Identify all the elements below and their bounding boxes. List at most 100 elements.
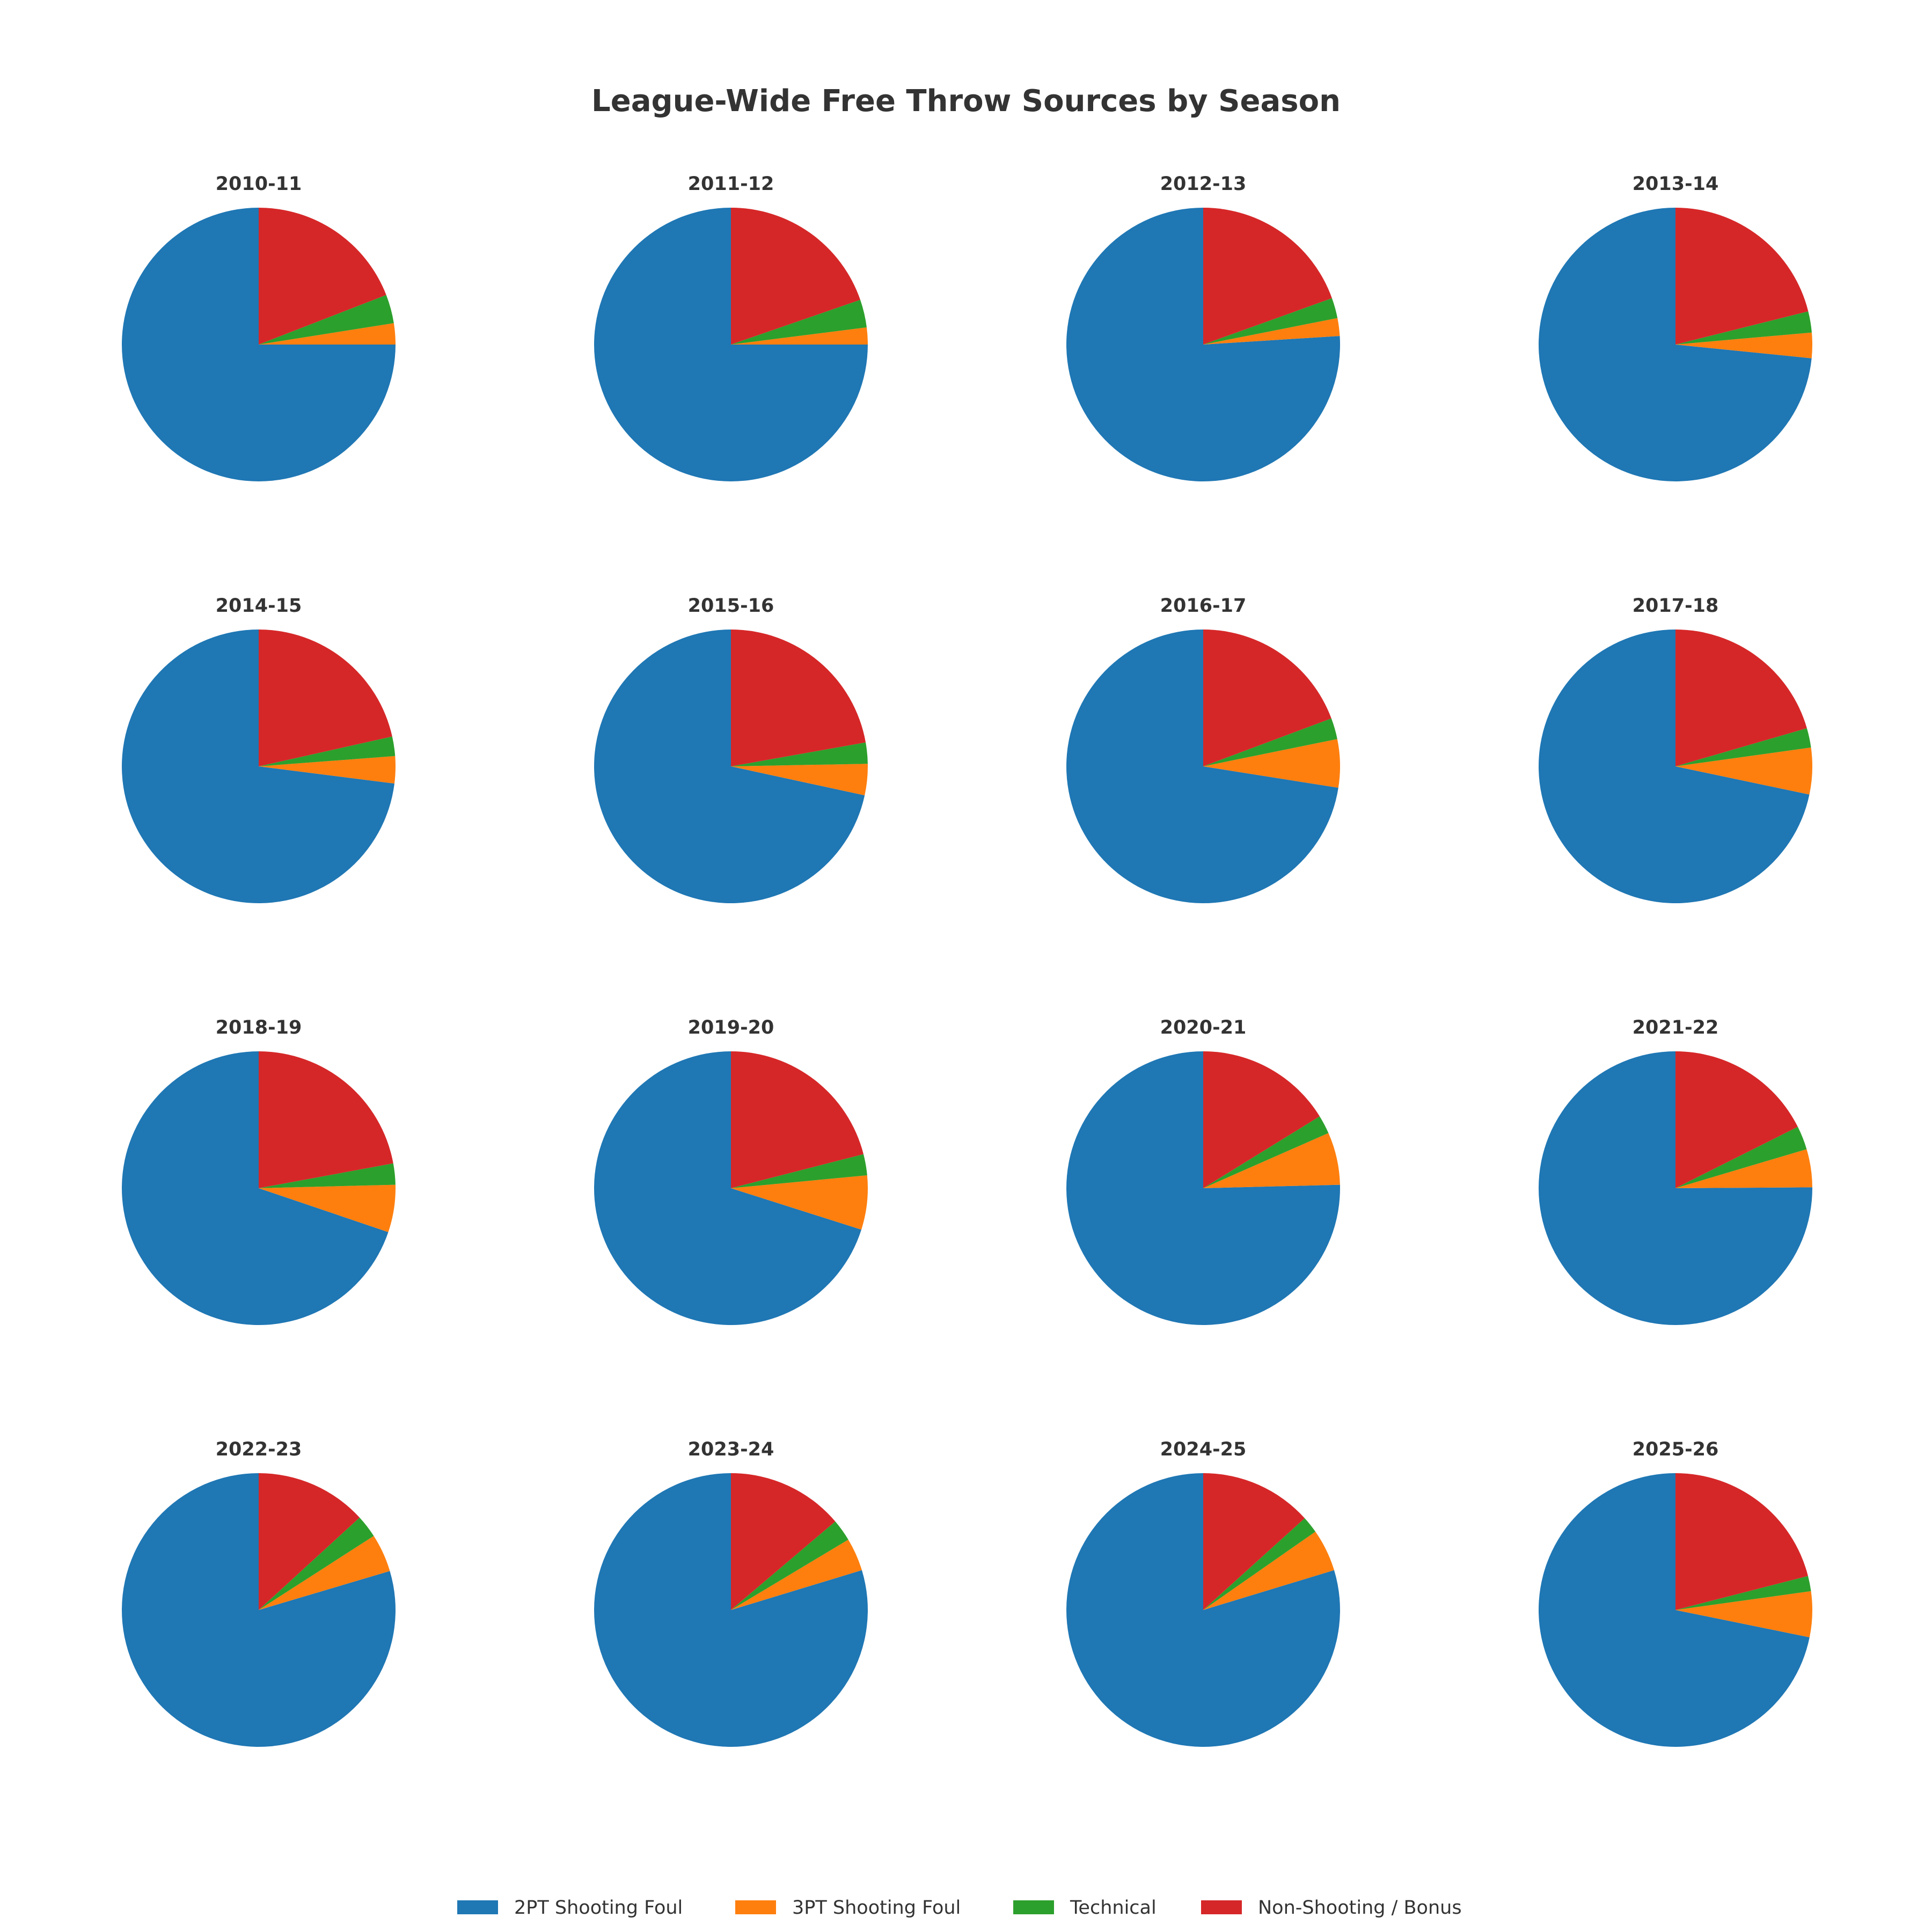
- pie-title: 2016-17: [1160, 595, 1247, 617]
- pie-2013-14: 2013-14: [1539, 173, 1813, 481]
- slice-2pt-shooting-foul: [1066, 630, 1338, 904]
- legend-item-3pt-shooting-foul: 3PT Shooting Foul: [735, 1897, 961, 1919]
- slice-technical: [1675, 1126, 1807, 1188]
- slice-technical: [731, 299, 867, 345]
- slice-3pt-shooting-foul: [1675, 332, 1813, 358]
- slice-technical: [259, 295, 394, 345]
- slice-technical: [1675, 728, 1811, 766]
- slice-non-shooting-bonus: [1203, 630, 1331, 766]
- pie-title: 2020-21: [1160, 1017, 1247, 1038]
- slice-3pt-shooting-foul: [1203, 1133, 1340, 1188]
- legend-label: Non-Shooting / Bonus: [1258, 1897, 1462, 1919]
- slice-non-shooting-bonus: [731, 208, 860, 345]
- pie-2021-22: 2021-22: [1538, 1017, 1812, 1326]
- slice-3pt-shooting-foul: [259, 1536, 390, 1610]
- slice-technical: [731, 742, 868, 766]
- pie-title: 2013-14: [1633, 173, 1719, 195]
- pie-title: 2022-23: [216, 1439, 302, 1460]
- pie-grid: 2010-11 2011-12 2012-13 2013-14 2014-15 2015-…: [121, 173, 1813, 1747]
- slice-technical: [1203, 1518, 1316, 1610]
- slice-3pt-shooting-foul: [1203, 318, 1340, 345]
- legend-item-2pt-shooting-foul: 2PT Shooting Foul: [457, 1897, 683, 1919]
- slice-non-shooting-bonus: [731, 1473, 836, 1610]
- slice-non-shooting-bonus: [1675, 630, 1807, 766]
- pie-title: 2025-26: [1633, 1439, 1719, 1460]
- slice-non-shooting-bonus: [731, 630, 866, 766]
- legend: 2PT Shooting Foul 3PT Shooting Foul Techni…: [457, 1897, 1462, 1919]
- pie-title: 2023-24: [688, 1439, 774, 1460]
- slice-3pt-shooting-foul: [1203, 1532, 1334, 1610]
- slice-3pt-shooting-foul: [1675, 1149, 1812, 1188]
- slice-technical: [1203, 718, 1337, 766]
- slice-2pt-shooting-foul: [1539, 630, 1810, 903]
- pie-title: 2021-22: [1633, 1017, 1719, 1038]
- pie-title: 2011-12: [688, 173, 774, 195]
- slice-3pt-shooting-foul: [731, 764, 868, 796]
- chart-title: League-Wide Free Throw Sources by Season: [591, 84, 1341, 119]
- pie-2025-26: 2025-26: [1539, 1439, 1812, 1747]
- slice-3pt-shooting-foul: [259, 756, 396, 784]
- slice-3pt-shooting-foul: [259, 1184, 396, 1232]
- slice-non-shooting-bonus: [259, 1051, 393, 1188]
- pie-2012-13: 2012-13: [1066, 173, 1340, 481]
- pie-title: 2012-13: [1160, 173, 1247, 195]
- pie-title: 2024-25: [1160, 1439, 1247, 1460]
- slice-technical: [259, 1517, 374, 1610]
- slice-technical: [1203, 298, 1338, 345]
- slice-3pt-shooting-foul: [259, 323, 396, 345]
- slice-non-shooting-bonus: [1203, 208, 1332, 345]
- legend-swatch: [1013, 1900, 1054, 1914]
- pie-title: 2017-18: [1633, 595, 1719, 617]
- pie-2015-16: 2015-16: [594, 595, 868, 904]
- pie-2019-20: 2019-20: [594, 1017, 868, 1325]
- slice-3pt-shooting-foul: [1675, 747, 1813, 795]
- slice-2pt-shooting-foul: [1539, 1473, 1810, 1747]
- pie-2024-25: 2024-25: [1066, 1439, 1340, 1747]
- slice-3pt-shooting-foul: [1675, 1591, 1812, 1637]
- legend-label: 3PT Shooting Foul: [792, 1897, 961, 1919]
- pie-2011-12: 2011-12: [594, 173, 868, 481]
- slice-technical: [1675, 311, 1812, 345]
- slice-technical: [1203, 1116, 1329, 1188]
- slice-2pt-shooting-foul: [1539, 208, 1812, 481]
- slice-2pt-shooting-foul: [594, 630, 865, 904]
- slice-technical: [259, 1163, 396, 1188]
- slice-non-shooting-bonus: [1675, 1051, 1798, 1188]
- legend-item-technical: Technical: [1013, 1897, 1157, 1919]
- slice-technical: [731, 1521, 848, 1610]
- slice-3pt-shooting-foul: [1203, 739, 1340, 788]
- legend-swatch: [457, 1900, 498, 1914]
- pie-2017-18: 2017-18: [1539, 595, 1813, 903]
- slice-non-shooting-bonus: [1203, 1051, 1320, 1188]
- slice-2pt-shooting-foul: [122, 1051, 389, 1326]
- pie-2018-19: 2018-19: [122, 1017, 396, 1326]
- slice-non-shooting-bonus: [1675, 208, 1809, 345]
- pie-title: 2018-19: [216, 1017, 302, 1038]
- slice-non-shooting-bonus: [1203, 1473, 1305, 1610]
- legend-item-non-shooting-bonus: Non-Shooting / Bonus: [1201, 1897, 1462, 1919]
- pie-2016-17: 2016-17: [1066, 595, 1340, 904]
- slice-non-shooting-bonus: [259, 630, 392, 766]
- legend-label: Technical: [1070, 1897, 1157, 1919]
- pie-2010-11: 2010-11: [122, 173, 396, 481]
- legend-swatch: [735, 1900, 776, 1914]
- slice-2pt-shooting-foul: [1538, 1051, 1812, 1326]
- slice-technical: [1675, 1576, 1811, 1610]
- slice-technical: [259, 736, 396, 766]
- slice-technical: [731, 1154, 867, 1188]
- slice-2pt-shooting-foul: [594, 1051, 862, 1325]
- slice-non-shooting-bonus: [1675, 1473, 1808, 1610]
- pie-title: 2010-11: [216, 173, 302, 195]
- slice-2pt-shooting-foul: [122, 630, 394, 904]
- pie-title: 2015-16: [688, 595, 774, 617]
- pie-2023-24: 2023-24: [594, 1439, 868, 1747]
- slice-non-shooting-bonus: [259, 1473, 360, 1610]
- slice-3pt-shooting-foul: [731, 1175, 868, 1230]
- legend-label: 2PT Shooting Foul: [514, 1897, 683, 1919]
- pie-title: 2014-15: [216, 595, 302, 617]
- slice-3pt-shooting-foul: [731, 327, 868, 345]
- pie-2022-23: 2022-23: [121, 1439, 396, 1747]
- slice-non-shooting-bonus: [259, 208, 386, 345]
- slice-3pt-shooting-foul: [731, 1539, 862, 1610]
- pie-2014-15: 2014-15: [122, 595, 396, 904]
